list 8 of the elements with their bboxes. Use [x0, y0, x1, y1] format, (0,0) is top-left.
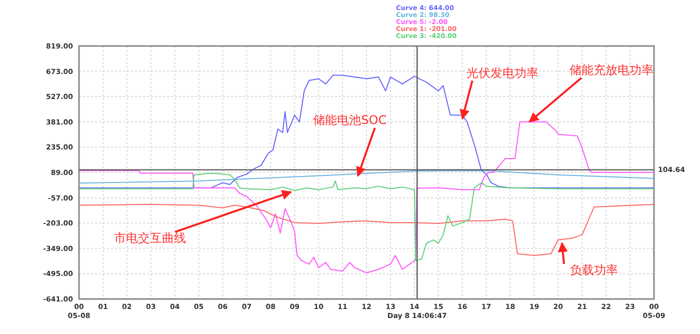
annotation: 负载功率 [570, 263, 618, 278]
annotation: 光伏发电功率 [466, 66, 538, 80]
line-series [78, 204, 654, 256]
line-series [78, 172, 654, 262]
annotation: 储能电池SOC [313, 113, 387, 128]
annotation: 市电交互曲线 [114, 231, 186, 246]
annotation: 储能充放电功率 [569, 63, 654, 78]
line-series [78, 170, 654, 184]
